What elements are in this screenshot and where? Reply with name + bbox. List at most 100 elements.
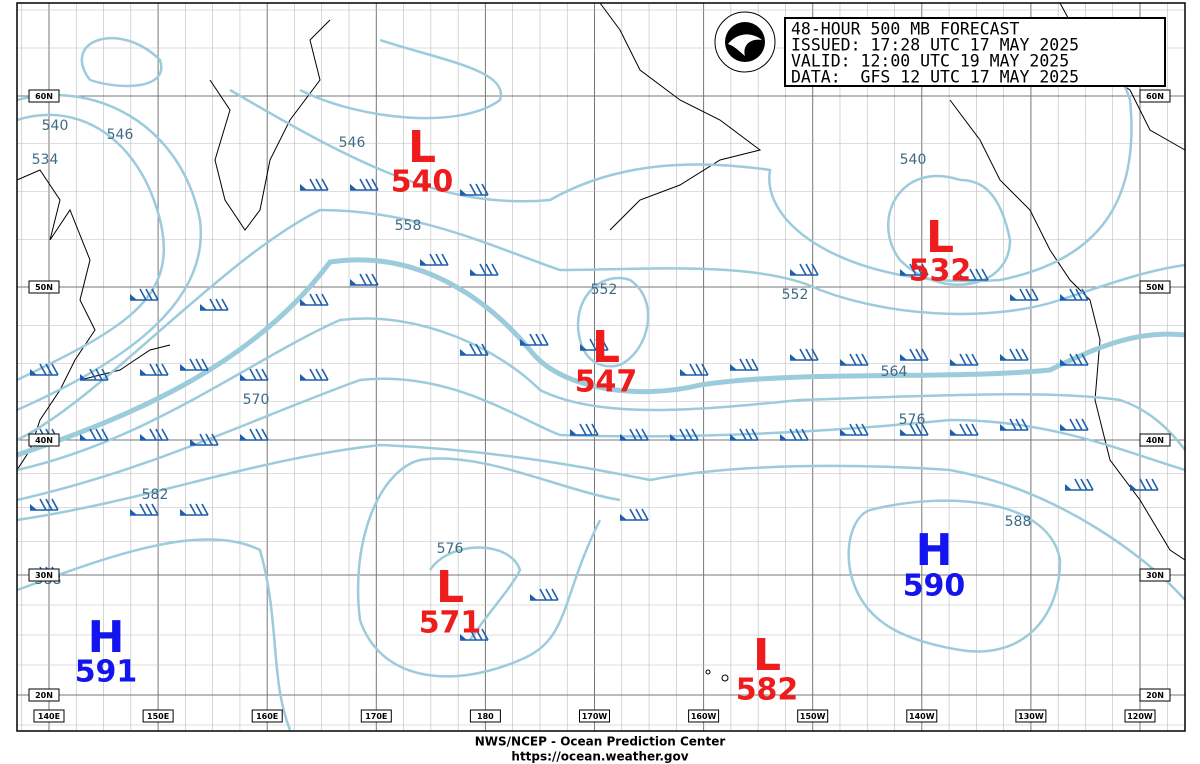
- center-value: 582: [736, 673, 799, 708]
- grid: [17, 3, 1185, 731]
- coastline: [16, 169, 96, 471]
- contours: [16, 21, 1186, 731]
- longitude-label: 130W: [1018, 712, 1044, 721]
- wind-barb: [30, 363, 59, 376]
- contour-label: 552: [591, 282, 618, 298]
- label-box: [1139, 280, 1171, 294]
- wind-barb-flag: [950, 359, 957, 365]
- label-box: [1124, 709, 1156, 723]
- wind-barb: [680, 363, 709, 376]
- contour-label: 570: [243, 392, 270, 408]
- wind-barb-flag: [80, 434, 87, 440]
- wind-barb: [300, 368, 329, 381]
- wind-barb: [1060, 353, 1089, 366]
- header-line: ISSUED: 17:28 UTC 17 MAY 2025: [791, 36, 1079, 55]
- wind-barb-flag: [420, 259, 427, 265]
- contour-labels: 540 546 534 546 558 552 552 540 564 570 …: [32, 118, 1032, 588]
- wind-barb-flag: [130, 294, 137, 300]
- pressure-centers: L 540 L 547 L 532 L 571 L 582 H 590 H 59…: [75, 122, 972, 708]
- contour: [299, 38, 503, 120]
- wind-barb: [460, 183, 489, 196]
- wind-barb-flag: [350, 184, 357, 190]
- center-value: 591: [75, 655, 138, 690]
- wind-barb-flag: [620, 514, 627, 520]
- wind-barb: [80, 368, 109, 381]
- wind-barb: [730, 358, 759, 371]
- wind-barb: [350, 273, 379, 286]
- wind-barb: [1130, 478, 1159, 491]
- header-line: VALID: 12:00 UTC 19 MAY 2025: [791, 52, 1069, 71]
- axis-labels: 60N 60N 50N 50N 40N 40N 30N 30N 20N 20N 140E 150E 16…: [28, 89, 1171, 723]
- contour: [16, 208, 1186, 442]
- center-value: 590: [903, 569, 966, 604]
- contour-label: 576: [437, 541, 464, 557]
- center-letter: L: [592, 322, 620, 373]
- center-letter: H: [916, 525, 953, 576]
- wind-barb-flag: [1065, 484, 1072, 490]
- contour: [847, 499, 1062, 653]
- wind-barb-flag: [460, 634, 467, 640]
- wind-barb-flag: [460, 189, 467, 195]
- wind-barb-flag: [240, 374, 247, 380]
- wind-barb-flag: [1010, 294, 1017, 300]
- wind-barbs: [30, 178, 1159, 641]
- latitude-label: 50N: [1146, 283, 1164, 292]
- label-box: [1015, 709, 1047, 723]
- wind-barb: [1060, 418, 1089, 431]
- wind-barb-flag: [730, 434, 737, 440]
- longitude-label: 120W: [1127, 712, 1153, 721]
- wind-barb: [180, 503, 209, 516]
- coastline: [949, 99, 1186, 561]
- wind-barb-flag: [730, 364, 737, 370]
- wind-barb: [1065, 478, 1094, 491]
- wind-barb-flag: [350, 279, 357, 285]
- wind-barb: [460, 628, 489, 641]
- label-box: [28, 280, 60, 294]
- wind-barb: [460, 343, 489, 356]
- latitude-label: 30N: [1146, 571, 1164, 580]
- wind-barb: [240, 428, 269, 441]
- longitude-label: 160E: [256, 712, 278, 721]
- label-box: [28, 433, 60, 447]
- contour-label: 540: [900, 152, 927, 168]
- contour-label: 576: [899, 412, 926, 428]
- wind-barb: [80, 428, 109, 441]
- wind-barb: [580, 338, 609, 351]
- label-box: [28, 568, 60, 582]
- wind-barb-flag: [780, 434, 787, 440]
- label-box: [469, 709, 501, 723]
- longitude-label: 150E: [147, 712, 169, 721]
- contour: [356, 457, 621, 678]
- latitude-label: 40N: [1146, 436, 1164, 445]
- contour-label: 558: [395, 218, 422, 234]
- coastline: [209, 19, 331, 231]
- footer-line: NWS/NCEP - Ocean Prediction Center: [475, 735, 726, 749]
- center-letter: H: [88, 612, 125, 663]
- wind-barb: [350, 178, 379, 191]
- label-box: [1139, 688, 1171, 702]
- wind-barb: [140, 428, 169, 441]
- wind-barb: [140, 363, 169, 376]
- wind-barb-flag: [790, 354, 797, 360]
- label-box: [1139, 568, 1171, 582]
- wind-barb: [840, 423, 869, 436]
- wind-barb: [790, 348, 819, 361]
- wind-barb-flag: [900, 429, 907, 435]
- header-line: 48-HOUR 500 MB FORECAST: [791, 20, 1020, 39]
- wind-barb: [470, 263, 499, 276]
- contour: [428, 546, 522, 641]
- coastline: [599, 2, 762, 231]
- center-letter: L: [753, 630, 781, 681]
- wind-barb: [130, 288, 159, 301]
- wind-barb-flag: [960, 274, 967, 280]
- wind-barb-flag: [840, 359, 847, 365]
- wind-barb-flag: [1000, 424, 1007, 430]
- label-box: [579, 709, 610, 723]
- latitude-label: 50N: [35, 283, 53, 292]
- contour: [16, 113, 166, 382]
- center-value: 540: [391, 165, 454, 200]
- wind-barb: [1000, 348, 1029, 361]
- wind-barb-flag: [80, 374, 87, 380]
- contour: [576, 276, 650, 368]
- wind-barb-flag: [30, 504, 37, 510]
